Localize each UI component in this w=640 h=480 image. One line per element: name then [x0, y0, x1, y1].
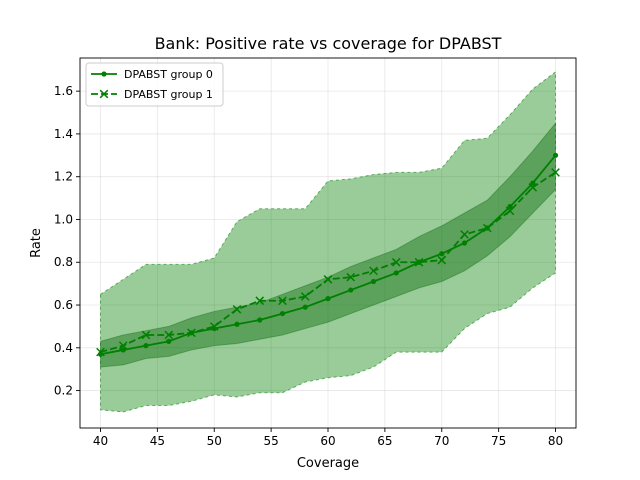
y-tick-label: 1.0	[54, 212, 73, 226]
y-tick-label: 1.6	[54, 84, 73, 98]
data-point-group-0	[370, 278, 377, 285]
data-point-group-1	[437, 255, 447, 265]
data-point-group-1	[323, 275, 333, 284]
y-tick-label: 0.8	[54, 255, 73, 269]
x-tick-label: 65	[377, 434, 392, 448]
data-point-group-1	[460, 230, 469, 239]
data-point-group-0	[302, 304, 308, 310]
data-point-group-0	[257, 317, 263, 323]
data-point-group-0	[120, 347, 126, 353]
x-axis-ticks: 40 45 50 55 60 65 70 75 80	[93, 428, 563, 448]
data-point-group-1	[255, 296, 265, 306]
data-point-group-1	[232, 304, 242, 314]
data-point-group-1	[278, 296, 287, 306]
y-tick-label: 0.4	[54, 341, 73, 355]
data-point-group-0	[279, 310, 286, 317]
data-point-group-1	[300, 292, 310, 301]
data-point-group-1	[369, 266, 378, 276]
legend-label-group-0: DPABST group 0	[124, 68, 213, 81]
x-tick-label: 80	[548, 434, 563, 448]
data-point-group-0	[552, 152, 559, 158]
data-point-group-1	[551, 168, 560, 177]
y-tick-label: 0.2	[54, 384, 73, 398]
y-tick-label: 1.4	[54, 127, 73, 141]
data-point-group-1	[482, 223, 492, 233]
y-axis-label: Rate	[29, 228, 44, 258]
data-point-group-1	[209, 322, 219, 331]
grid-lines	[80, 58, 576, 428]
data-point-group-1	[187, 328, 196, 338]
data-point-group-1	[528, 183, 538, 192]
x-axis-label: Coverage	[297, 456, 359, 471]
data-point-group-1	[96, 347, 105, 357]
x-tick-label: 55	[263, 434, 278, 448]
x-tick-label: 50	[207, 434, 222, 448]
data-point-group-0	[166, 338, 172, 344]
legend-marker-group-1	[99, 89, 109, 99]
data-point-group-0	[507, 204, 513, 210]
x-tick-label: 70	[434, 434, 449, 448]
legend-marker-group-0	[101, 71, 107, 77]
data-point-group-1	[414, 257, 424, 267]
x-tick-label: 40	[93, 434, 108, 448]
data-point-group-0	[325, 296, 331, 302]
y-axis-ticks: 0.2 0.4 0.6 0.8 1.0 1.2 1.4 1.6	[54, 84, 80, 398]
chart-title: Bank: Positive rate vs coverage for DPAB…	[155, 34, 502, 53]
series-markers	[96, 152, 560, 357]
data-point-group-1	[118, 341, 128, 350]
data-point-group-0	[348, 287, 354, 293]
legend-box	[85, 62, 224, 107]
y-tick-label: 1.2	[54, 170, 73, 184]
data-point-group-1	[505, 206, 515, 216]
x-tick-label: 45	[150, 434, 165, 448]
data-point-group-1	[346, 272, 356, 282]
data-point-group-0	[530, 180, 536, 186]
data-point-group-0	[234, 321, 240, 327]
data-point-group-1	[164, 330, 174, 340]
x-tick-label: 75	[491, 434, 506, 448]
legend: DPABST group 0 DPABST group 1	[85, 62, 224, 107]
data-point-group-1	[141, 330, 151, 340]
data-point-group-0	[393, 270, 399, 276]
data-point-group-1	[391, 257, 401, 267]
y-tick-label: 0.6	[54, 298, 73, 312]
legend-label-group-1: DPABST group 1	[124, 88, 213, 101]
data-point-group-0	[143, 343, 149, 349]
data-point-group-0	[461, 240, 468, 246]
data-point-group-0	[439, 251, 445, 257]
x-tick-label: 60	[320, 434, 335, 448]
